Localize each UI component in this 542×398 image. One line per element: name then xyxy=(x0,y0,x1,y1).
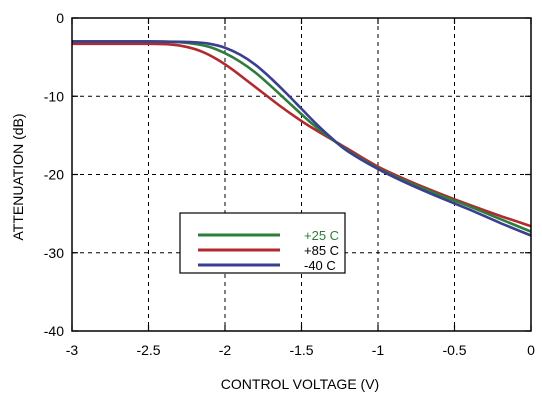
y-tick-label: -20 xyxy=(44,167,64,183)
grid-lines xyxy=(72,18,531,331)
y-tick-labels: 0 -10 -20 -30 -40 xyxy=(44,10,64,339)
series-line-minus40c xyxy=(71,40,532,237)
y-tick-label: -40 xyxy=(44,323,64,339)
x-tick-label: -2.5 xyxy=(136,342,160,358)
x-tick-label: -2 xyxy=(219,342,232,358)
y-tick-label: -30 xyxy=(44,245,64,261)
x-tick-labels: -3 -2.5 -2 -1.5 -1 -0.5 0 xyxy=(66,342,535,358)
x-tick-label: -1.5 xyxy=(289,342,313,358)
legend-box xyxy=(179,212,346,274)
y-tick-label: -10 xyxy=(44,88,64,104)
x-tick-label: -1 xyxy=(372,342,385,358)
x-tick-label: 0 xyxy=(527,342,535,358)
legend-label-minus40c: -40 C xyxy=(304,258,336,273)
series-line-25c xyxy=(71,40,532,233)
series-line-85c xyxy=(71,42,532,228)
x-tick-label: -3 xyxy=(66,342,79,358)
x-axis-title: CONTROL VOLTAGE (V) xyxy=(221,376,379,392)
axis-ticks xyxy=(71,17,532,332)
legend-label-85c: +85 C xyxy=(304,243,339,258)
y-tick-label: 0 xyxy=(56,10,64,26)
legend: +25 C +85 C -40 C xyxy=(179,212,346,274)
legend-label-25c: +25 C xyxy=(304,228,339,243)
y-axis-title: ATTENUATION (dB) xyxy=(10,113,26,240)
series-layer xyxy=(71,40,532,237)
x-tick-label: -0.5 xyxy=(442,342,466,358)
